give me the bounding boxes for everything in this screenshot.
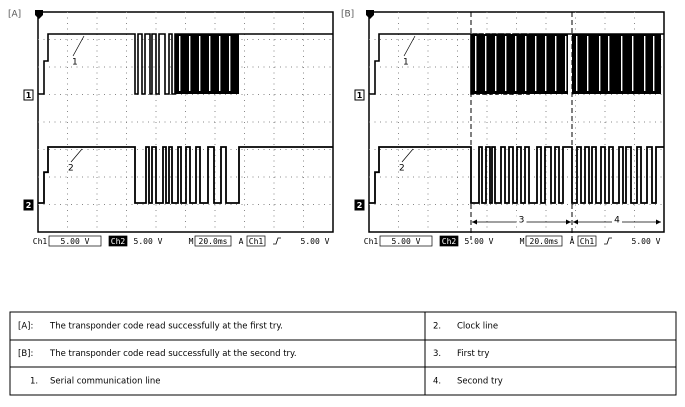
trigger-marker bbox=[35, 10, 43, 19]
channel-marker: 2 bbox=[26, 201, 32, 210]
legend-text: Second try bbox=[457, 377, 503, 387]
edge-symbol bbox=[604, 237, 612, 245]
burst-gap bbox=[565, 36, 567, 91]
ch1-burst bbox=[572, 34, 661, 94]
burst-gap bbox=[199, 36, 201, 91]
leader bbox=[403, 35, 416, 57]
legend-text: First try bbox=[457, 349, 489, 359]
burst-gap bbox=[485, 36, 487, 91]
interval-label: 4 bbox=[614, 216, 620, 226]
trigger-marker bbox=[366, 10, 374, 19]
burst-gap bbox=[209, 36, 211, 91]
channel-marker: 1 bbox=[357, 91, 363, 100]
panel-label: [B] bbox=[341, 10, 354, 20]
status-box bbox=[194, 235, 232, 247]
burst-gap bbox=[608, 36, 610, 91]
status-text: 5.00 V bbox=[134, 237, 163, 246]
status-text: Ch1 bbox=[33, 237, 48, 246]
burst-gap bbox=[599, 36, 601, 91]
ch1-burst bbox=[175, 34, 239, 94]
ch2-waveform bbox=[38, 146, 333, 204]
ch1-waveform bbox=[38, 33, 333, 95]
channel-marker-box bbox=[354, 199, 365, 211]
status-text: 20.0ms bbox=[530, 237, 559, 246]
channel-marker-box bbox=[23, 199, 34, 211]
status-text: Ch1 bbox=[364, 237, 379, 246]
burst-gap bbox=[644, 36, 646, 91]
trace-label: 2 bbox=[399, 164, 405, 174]
interval-label: 3 bbox=[519, 216, 525, 226]
channel-marker: 1 bbox=[26, 91, 32, 100]
legend-text: The transponder code read successfully a… bbox=[49, 349, 297, 359]
legend-key: 1. bbox=[30, 377, 38, 387]
legend-key: 4. bbox=[433, 377, 441, 387]
status-box bbox=[48, 235, 102, 247]
channel-marker-box bbox=[354, 89, 365, 101]
interval-label-bg bbox=[612, 215, 622, 225]
status-box bbox=[439, 235, 459, 247]
burst-gap bbox=[515, 36, 517, 91]
interval-label-bg bbox=[516, 215, 527, 225]
panel-label: [A] bbox=[8, 10, 21, 20]
status-text: 5.00 V bbox=[392, 237, 421, 246]
legend-key: [B]: bbox=[18, 349, 33, 359]
leader bbox=[72, 35, 85, 57]
status-text: 5.00 V bbox=[632, 237, 661, 246]
status-text: M bbox=[189, 237, 194, 246]
legend-key: 2. bbox=[433, 322, 441, 332]
burst-gap bbox=[189, 36, 191, 91]
trace-label: 1 bbox=[72, 58, 78, 68]
burst-gap bbox=[535, 36, 537, 91]
burst-gap bbox=[229, 36, 231, 91]
burst-gap bbox=[653, 36, 655, 91]
burst-gap bbox=[555, 36, 557, 91]
channel-marker-box bbox=[23, 89, 34, 101]
status-text: 5.00 V bbox=[301, 237, 330, 246]
burst-gap bbox=[505, 36, 507, 91]
burst-gap bbox=[545, 36, 547, 91]
legend-key: [A]: bbox=[18, 322, 33, 332]
status-text: 5.00 V bbox=[465, 237, 494, 246]
legend-text: Clock line bbox=[457, 322, 498, 332]
status-box bbox=[246, 235, 266, 247]
burst-gap bbox=[621, 36, 623, 91]
status-text: A bbox=[239, 237, 244, 246]
trace-label: 1 bbox=[403, 58, 409, 68]
legend-text: The transponder code read successfully a… bbox=[49, 322, 283, 332]
leader bbox=[401, 148, 414, 163]
edge-symbol bbox=[273, 237, 281, 245]
legend-key: 3. bbox=[433, 349, 441, 359]
burst-gap bbox=[219, 36, 221, 91]
status-text: A bbox=[570, 237, 575, 246]
trace-label: 2 bbox=[68, 164, 74, 174]
leader bbox=[70, 148, 83, 163]
burst-gap bbox=[587, 36, 589, 91]
burst-gap bbox=[179, 36, 181, 91]
status-text: Ch1 bbox=[249, 237, 264, 246]
legend-text: Serial communication line bbox=[50, 377, 161, 387]
status-text: Ch2 bbox=[111, 237, 126, 246]
status-box bbox=[379, 235, 433, 247]
burst-gap bbox=[525, 36, 527, 91]
burst-gap bbox=[475, 36, 477, 91]
channel-marker: 2 bbox=[357, 201, 363, 210]
ch1-burst bbox=[471, 34, 568, 94]
status-text: Ch2 bbox=[442, 237, 457, 246]
status-text: Ch1 bbox=[580, 237, 595, 246]
burst-gap bbox=[495, 36, 497, 91]
burst-gap bbox=[576, 36, 578, 91]
status-box bbox=[577, 235, 597, 247]
status-box bbox=[108, 235, 128, 247]
ch2-waveform bbox=[369, 146, 664, 204]
legend-table bbox=[9, 311, 677, 396]
burst-gap bbox=[632, 36, 634, 91]
status-text: 5.00 V bbox=[61, 237, 90, 246]
status-text: 20.0ms bbox=[199, 237, 228, 246]
status-box bbox=[525, 235, 563, 247]
status-text: M bbox=[520, 237, 525, 246]
